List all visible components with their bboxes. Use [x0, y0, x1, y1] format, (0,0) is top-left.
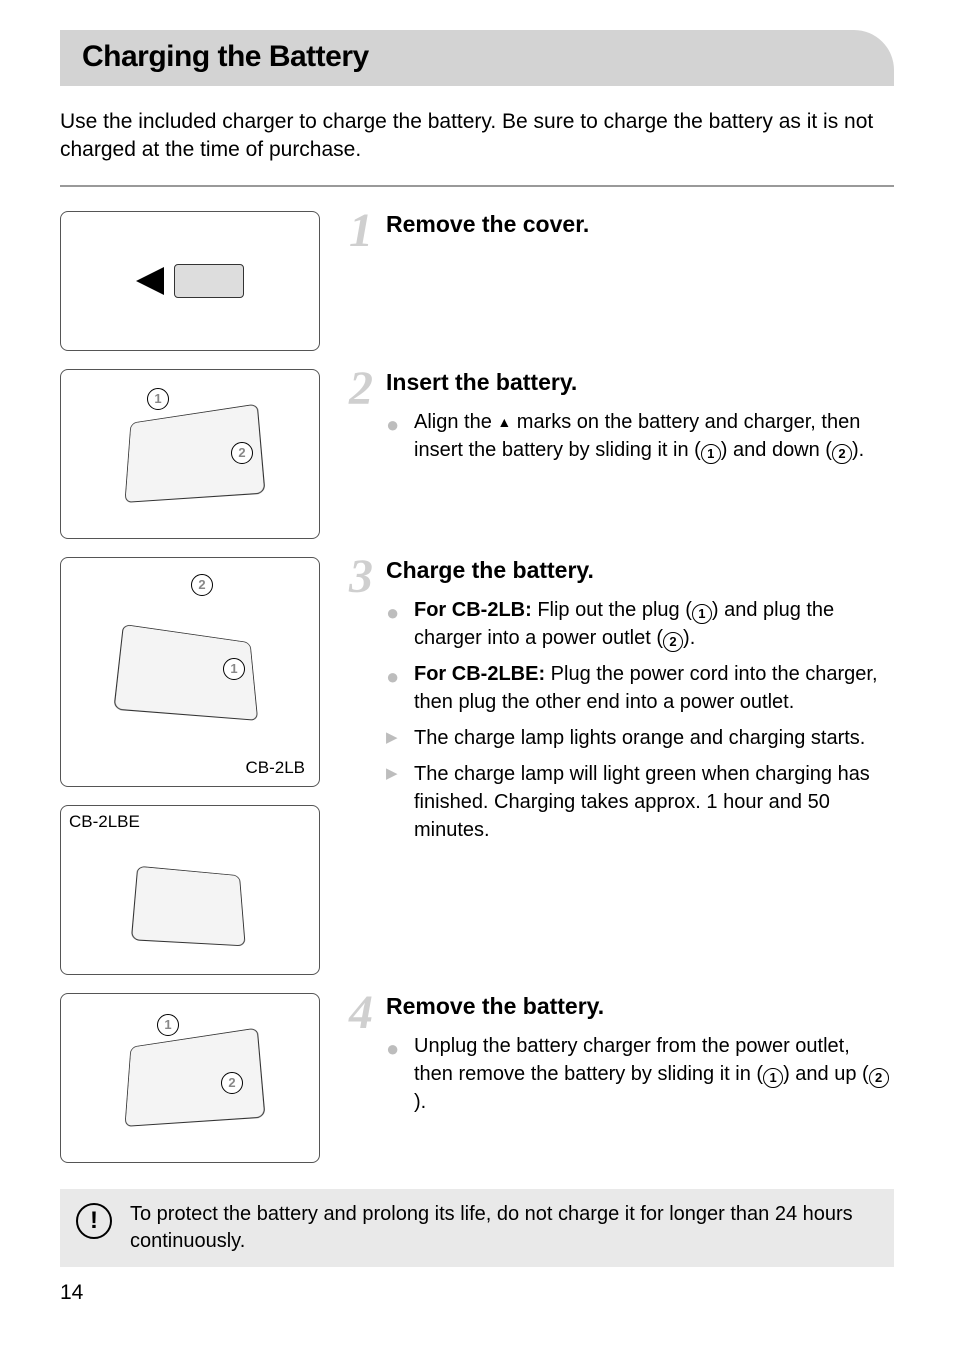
callout-2: 2 [231, 442, 253, 464]
callout-2: 2 [221, 1072, 243, 1094]
step-1-images [60, 211, 320, 351]
callout-1: 1 [223, 658, 245, 680]
step-3-bullet-3: ▶ The charge lamp will light green when … [386, 760, 894, 844]
step-2-bullet-0: ● Align the ▲ marks on the battery and c… [386, 408, 894, 464]
bullet-text: For CB-2LB: Flip out the plug (1) and pl… [414, 596, 894, 652]
bullet-text: Align the ▲ marks on the battery and cha… [414, 408, 894, 464]
bullet-marker-icon: ● [386, 408, 404, 464]
steps-container: 1 Remove the cover. 1 2 2 Insert the bat… [60, 211, 894, 1163]
divider [60, 185, 894, 187]
warning-icon: ! [76, 1203, 112, 1239]
bullet-marker-icon: ▶ [386, 724, 404, 753]
intro-paragraph: Use the included charger to charge the b… [60, 108, 894, 165]
arrow-left-icon [136, 267, 164, 295]
battery-sketch [174, 264, 244, 298]
step-3-number: 3 [342, 557, 380, 853]
page-number: 14 [60, 1281, 83, 1305]
step-1: 1 Remove the cover. [60, 211, 894, 351]
step-4-images: 1 2 [60, 993, 320, 1163]
bullet-marker-icon: ▶ [386, 760, 404, 844]
callout-1: 1 [147, 388, 169, 410]
step-3-image-a: 2 1 CB-2LB [60, 557, 320, 787]
step-1-text: 1 Remove the cover. [342, 211, 894, 252]
step-2: 1 2 2 Insert the battery. ● Align the ▲ … [60, 369, 894, 539]
bullet-marker-icon: ● [386, 596, 404, 652]
step-1-image [60, 211, 320, 351]
section-title-bar: Charging the Battery [60, 30, 894, 86]
step-3-title: Charge the battery. [386, 557, 894, 584]
step-4: 1 2 4 Remove the battery. ● Unplug the b… [60, 993, 894, 1163]
image-label: CB-2LBE [69, 812, 140, 832]
step-3-bullet-1: ● For CB-2LBE: Plug the power cord into … [386, 660, 894, 716]
step-4-title: Remove the battery. [386, 993, 894, 1020]
step-3-image-b: CB-2LBE [60, 805, 320, 975]
step-4-bullet-0: ● Unplug the battery charger from the po… [386, 1032, 894, 1116]
step-4-number: 4 [342, 993, 380, 1124]
callout-1: 1 [157, 1014, 179, 1036]
step-3-images: 2 1 CB-2LB CB-2LBE [60, 557, 320, 975]
image-label: CB-2LB [245, 758, 305, 778]
step-2-image: 1 2 [60, 369, 320, 539]
bullet-text: The charge lamp lights orange and chargi… [414, 724, 865, 753]
step-3-bullet-0: ● For CB-2LB: Flip out the plug (1) and … [386, 596, 894, 652]
step-4-text: 4 Remove the battery. ● Unplug the batte… [342, 993, 894, 1124]
step-1-number: 1 [342, 211, 380, 252]
step-2-text: 2 Insert the battery. ● Align the ▲ mark… [342, 369, 894, 472]
step-3-text: 3 Charge the battery. ● For CB-2LB: Flip… [342, 557, 894, 853]
step-3-bullet-2: ▶ The charge lamp lights orange and char… [386, 724, 894, 753]
charger-sketch [131, 865, 246, 946]
bullet-text: For CB-2LBE: Plug the power cord into th… [414, 660, 894, 716]
step-3: 2 1 CB-2LB CB-2LBE 3 Charge the battery.… [60, 557, 894, 975]
section-title: Charging the Battery [82, 40, 872, 74]
step-4-image: 1 2 [60, 993, 320, 1163]
step-2-title: Insert the battery. [386, 369, 894, 396]
warning-box: ! To protect the battery and prolong its… [60, 1189, 894, 1267]
bullet-text: Unplug the battery charger from the powe… [414, 1032, 894, 1116]
warning-text: To protect the battery and prolong its l… [130, 1201, 878, 1255]
step-2-number: 2 [342, 369, 380, 472]
callout-2: 2 [191, 574, 213, 596]
bullet-marker-icon: ● [386, 660, 404, 716]
bullet-marker-icon: ● [386, 1032, 404, 1116]
step-2-images: 1 2 [60, 369, 320, 539]
charger-sketch [125, 1027, 266, 1126]
bullet-text: The charge lamp will light green when ch… [414, 760, 894, 844]
step-1-title: Remove the cover. [386, 211, 894, 238]
